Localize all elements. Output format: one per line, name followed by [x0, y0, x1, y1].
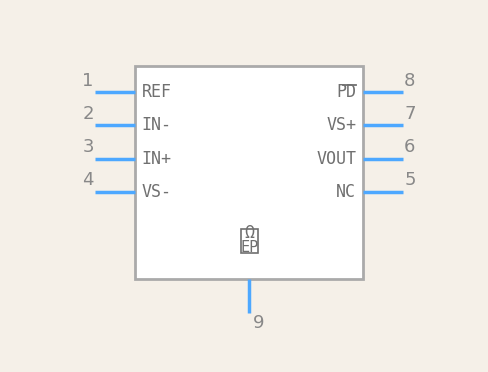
Text: 1: 1: [82, 72, 94, 90]
Text: EP: EP: [240, 240, 259, 255]
Text: IN+: IN+: [142, 150, 171, 168]
Text: VOUT: VOUT: [316, 150, 356, 168]
Text: 5: 5: [404, 171, 416, 189]
Text: 4: 4: [82, 171, 94, 189]
Text: IN-: IN-: [142, 116, 171, 135]
Text: REF: REF: [142, 83, 171, 102]
Text: 6: 6: [404, 138, 415, 156]
Text: VS-: VS-: [142, 183, 171, 201]
Text: Ω: Ω: [244, 224, 254, 242]
Text: 7: 7: [404, 105, 416, 123]
Text: PD: PD: [336, 83, 356, 102]
Text: NC: NC: [336, 183, 356, 201]
Bar: [135, 66, 363, 279]
Text: 8: 8: [404, 72, 415, 90]
Text: 9: 9: [253, 314, 264, 332]
Text: 3: 3: [82, 138, 94, 156]
Bar: [241, 229, 258, 253]
Text: 2: 2: [82, 105, 94, 123]
Text: VS+: VS+: [326, 116, 356, 135]
